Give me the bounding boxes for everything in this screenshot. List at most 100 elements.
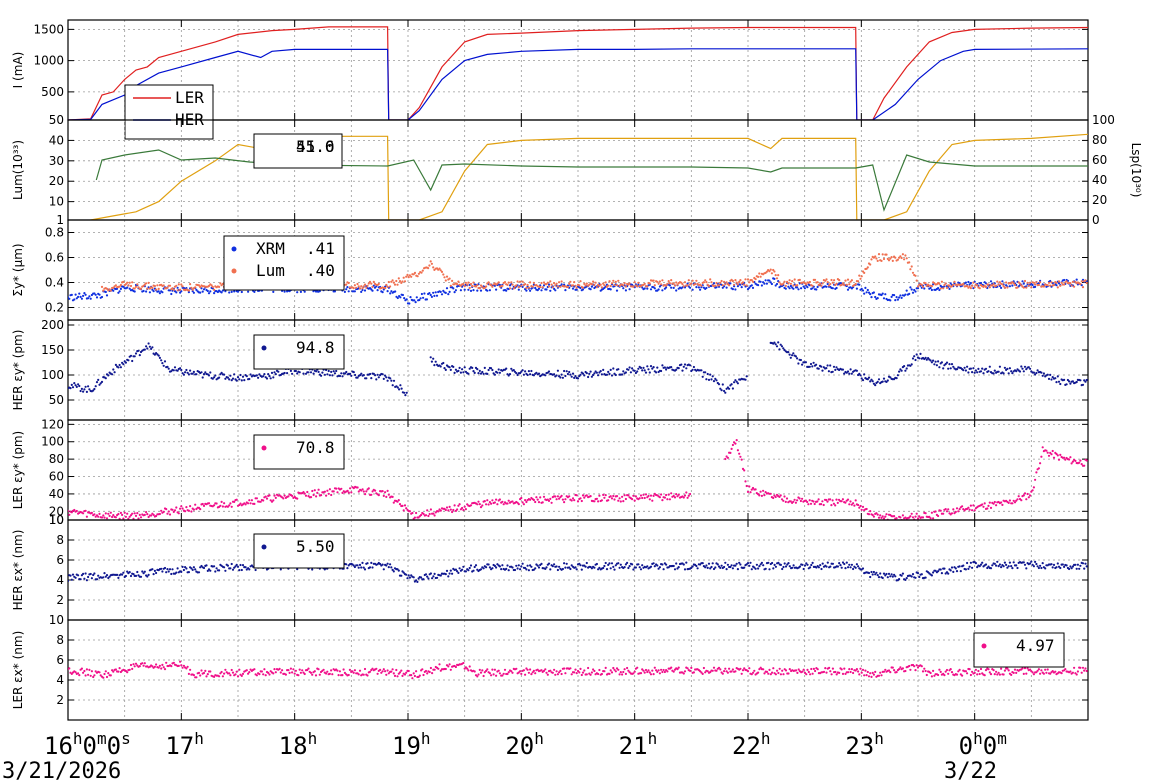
data-point	[517, 288, 520, 291]
data-point	[608, 280, 611, 283]
data-point	[578, 284, 581, 287]
data-point	[692, 365, 696, 369]
data-point	[358, 287, 362, 290]
data-point	[735, 439, 738, 442]
data-point	[914, 274, 917, 277]
data-point	[826, 561, 829, 564]
data-point	[335, 369, 338, 373]
data-point	[463, 285, 466, 288]
data-point	[787, 285, 790, 288]
data-point	[787, 562, 790, 565]
data-point	[447, 665, 450, 668]
legend-box	[124, 84, 214, 140]
data-point	[1047, 281, 1051, 284]
data-point	[488, 501, 491, 504]
data-point	[429, 356, 432, 359]
data-point	[69, 387, 72, 390]
data-point	[934, 569, 937, 572]
data-point	[536, 668, 539, 671]
data-point	[1065, 383, 1068, 386]
data-point	[94, 670, 97, 673]
data-point	[820, 284, 823, 287]
data-point	[870, 258, 873, 261]
data-point	[263, 668, 266, 671]
data-point	[844, 279, 847, 282]
data-point	[701, 562, 704, 565]
data-point	[1059, 382, 1062, 386]
data-point	[802, 567, 805, 571]
data-point	[639, 672, 643, 675]
data-point	[535, 371, 538, 374]
data-point	[84, 385, 87, 388]
data-point	[85, 579, 88, 582]
data-point	[481, 669, 484, 672]
data-point	[885, 253, 888, 256]
data-point	[391, 568, 394, 572]
data-point	[675, 368, 678, 371]
data-point	[609, 669, 612, 672]
data-point	[861, 567, 865, 570]
data-point	[815, 288, 818, 291]
data-point	[522, 373, 526, 376]
data-point	[473, 371, 476, 374]
data-point	[829, 565, 832, 568]
data-point	[385, 673, 388, 676]
data-point	[362, 566, 365, 569]
data-point	[387, 566, 390, 569]
data-point	[687, 279, 690, 282]
data-point	[187, 571, 190, 574]
data-point	[463, 366, 466, 369]
data-point	[326, 670, 329, 673]
data-point	[155, 288, 158, 291]
data-point	[871, 573, 874, 576]
y-tick-label: 60	[49, 470, 64, 484]
data-point	[336, 491, 339, 494]
data-point	[955, 368, 959, 371]
data-point	[955, 507, 959, 510]
data-point	[199, 285, 202, 289]
data-point	[1007, 501, 1010, 504]
data-point	[959, 570, 962, 573]
data-point	[1011, 372, 1014, 375]
data-point	[1037, 566, 1040, 570]
data-point	[588, 372, 591, 375]
data-point	[623, 668, 626, 671]
data-point	[759, 280, 762, 283]
data-point	[773, 563, 776, 567]
y-tick-label: 6	[56, 553, 64, 567]
data-point	[502, 503, 505, 506]
data-point	[490, 502, 493, 505]
data-point	[403, 280, 407, 283]
data-point	[670, 666, 673, 669]
data-point	[447, 509, 450, 512]
data-point	[1081, 383, 1085, 386]
data-point	[313, 489, 316, 492]
data-point	[563, 369, 566, 373]
data-point	[218, 675, 221, 678]
data-point	[724, 667, 727, 670]
data-point	[420, 271, 423, 274]
data-point	[901, 572, 905, 575]
data-point	[415, 511, 418, 515]
data-point	[553, 373, 556, 376]
data-point	[810, 563, 813, 567]
data-point	[139, 516, 143, 519]
data-point	[405, 507, 408, 510]
data-point	[1037, 283, 1040, 287]
data-point	[454, 665, 457, 669]
data-point	[1034, 478, 1037, 481]
data-point	[750, 673, 753, 676]
data-point	[805, 283, 808, 286]
data-point	[390, 670, 393, 673]
data-point	[236, 290, 240, 293]
data-point	[157, 666, 160, 669]
plot-area	[68, 560, 1088, 584]
y-tick-label: 1	[56, 213, 64, 227]
data-point	[898, 578, 901, 581]
data-point	[561, 567, 565, 571]
data-point	[971, 371, 974, 374]
data-point	[655, 371, 658, 374]
data-point	[119, 283, 122, 287]
data-point	[551, 286, 554, 289]
